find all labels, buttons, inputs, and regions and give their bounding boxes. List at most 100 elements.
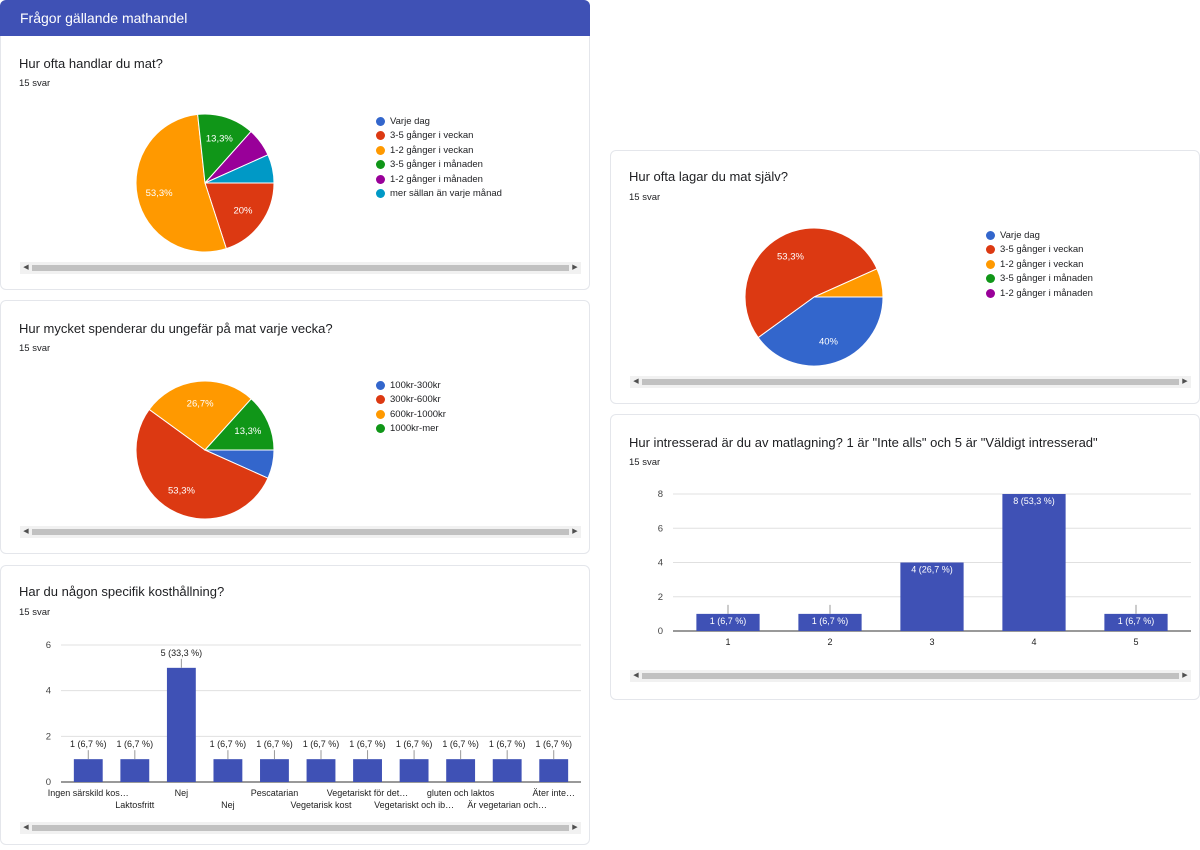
response-count: 15 svar: [629, 192, 661, 203]
legend-label: 1-2 gånger i månaden: [1000, 287, 1093, 299]
legend-item[interactable]: 3-5 gånger i månaden: [376, 158, 502, 173]
bar[interactable]: [166, 667, 196, 782]
bar[interactable]: [260, 759, 289, 782]
scroll-thumb[interactable]: [32, 265, 569, 271]
legend-item[interactable]: 3-5 gånger i veckan: [986, 243, 1093, 258]
bar[interactable]: [213, 759, 243, 782]
form-title: Frågor gällande mathandel: [20, 10, 188, 26]
y-tick-label: 2: [46, 731, 51, 742]
legend-dot-icon: [986, 245, 995, 255]
x-category-label: Vegetariskt för det…: [327, 788, 409, 798]
horizontal-scrollbar[interactable]: ◀ ▶: [20, 262, 581, 274]
scroll-thumb[interactable]: [32, 825, 569, 831]
bar[interactable]: [353, 759, 382, 782]
x-category-label: Vegetariskt och ib…: [374, 800, 454, 810]
legend-item[interactable]: 600kr-1000kr: [376, 407, 446, 422]
pie-slice[interactable]: [197, 113, 252, 185]
scroll-right-icon[interactable]: ▶: [572, 528, 578, 535]
legend-item[interactable]: 1-2 gånger i månaden: [376, 172, 502, 187]
pie-slice[interactable]: [203, 398, 275, 451]
legend-dot-icon: [986, 230, 995, 240]
bar[interactable]: [1002, 494, 1066, 631]
chart-legend: 100kr-300kr 300kr-600kr 600kr-1000kr 1000kr…: [376, 378, 446, 436]
pie-chart-weekly-spending: 53,3% 26,7% 13,3%: [135, 380, 275, 520]
scroll-left-icon[interactable]: ◀: [23, 824, 29, 831]
legend-label: 1-2 gånger i veckan: [1000, 258, 1084, 270]
bar[interactable]: [539, 759, 569, 782]
question-title: Har du någon specifik kosthållning?: [19, 584, 225, 599]
scroll-right-icon[interactable]: ▶: [572, 824, 578, 831]
scroll-left-icon[interactable]: ◀: [633, 378, 639, 385]
legend-item[interactable]: 1-2 gånger i månaden: [986, 286, 1093, 301]
legend-label: 300kr-600kr: [390, 394, 441, 406]
scroll-right-icon[interactable]: ▶: [1182, 672, 1188, 679]
bar-value-label: 1 (6,7 %): [210, 739, 247, 749]
legend-dot-icon: [376, 424, 385, 434]
horizontal-scrollbar[interactable]: ◀ ▶: [20, 822, 581, 834]
card-cooking-frequency: Hur ofta lagar du mat själv? 15 svar 40%…: [610, 150, 1200, 404]
legend-label: 1000kr-mer: [390, 423, 439, 435]
bar[interactable]: [306, 759, 336, 782]
scroll-right-icon[interactable]: ▶: [1182, 378, 1188, 385]
legend-dot-icon: [986, 259, 995, 269]
legend-item[interactable]: Varje dag: [986, 228, 1093, 243]
horizontal-scrollbar[interactable]: ◀ ▶: [20, 526, 581, 538]
bar-value-label: 1 (6,7 %): [349, 739, 386, 749]
y-tick-label: 2: [658, 592, 663, 603]
pie-slice[interactable]: [757, 296, 884, 367]
legend-dot-icon: [376, 174, 385, 184]
bar[interactable]: [696, 613, 760, 631]
pie-slice[interactable]: [148, 380, 252, 451]
legend-dot-icon: [376, 189, 385, 199]
bar[interactable]: [120, 759, 150, 782]
scroll-thumb[interactable]: [32, 529, 569, 535]
pie-slice[interactable]: [744, 227, 878, 339]
scroll-left-icon[interactable]: ◀: [633, 672, 639, 679]
legend-label: 100kr-300kr: [390, 379, 441, 391]
pie-slice[interactable]: [813, 268, 884, 298]
bar[interactable]: [492, 759, 522, 782]
slice-label: 13,3%: [206, 133, 233, 144]
legend-item[interactable]: Varje dag: [376, 114, 502, 129]
legend-item[interactable]: mer sällan än varje månad: [376, 187, 502, 202]
bar-value-label: 1 (6,7 %): [117, 739, 154, 749]
bar[interactable]: [798, 613, 862, 631]
scroll-thumb[interactable]: [642, 673, 1179, 679]
pie-slice[interactable]: [204, 154, 275, 184]
scroll-right-icon[interactable]: ▶: [572, 264, 578, 271]
y-tick-label: 4: [658, 558, 663, 569]
horizontal-scrollbar[interactable]: ◀ ▶: [630, 376, 1191, 388]
form-header: Frågor gällande mathandel: [0, 0, 590, 36]
pie-slice[interactable]: [135, 408, 269, 520]
legend-label: 600kr-1000kr: [390, 408, 446, 420]
x-category-label: 2: [827, 637, 832, 647]
scroll-left-icon[interactable]: ◀: [23, 264, 29, 271]
bar[interactable]: [1104, 613, 1168, 631]
question-title: Hur intresserad är du av matlagning? 1 ä…: [629, 435, 1098, 450]
legend-dot-icon: [376, 116, 385, 126]
bar[interactable]: [73, 759, 103, 782]
slice-label: 53,3%: [777, 251, 804, 262]
legend-label: 3-5 gånger i veckan: [1000, 244, 1084, 256]
legend-item[interactable]: 1-2 gånger i veckan: [986, 257, 1093, 272]
scroll-left-icon[interactable]: ◀: [23, 528, 29, 535]
legend-item[interactable]: 1-2 gånger i veckan: [376, 143, 502, 158]
bar[interactable]: [900, 562, 964, 632]
horizontal-scrollbar[interactable]: ◀ ▶: [630, 670, 1191, 682]
x-category-label: Äter inte…: [532, 788, 575, 798]
legend-item[interactable]: 1000kr-mer: [376, 422, 446, 437]
legend-label: 3-5 gånger i månaden: [1000, 273, 1093, 285]
response-count: 15 svar: [19, 343, 51, 354]
legend-item[interactable]: 100kr-300kr: [376, 378, 446, 393]
bar[interactable]: [399, 759, 429, 782]
legend-item[interactable]: 300kr-600kr: [376, 393, 446, 408]
legend-label: 3-5 gånger i veckan: [390, 130, 474, 142]
legend-item[interactable]: 3-5 gånger i veckan: [376, 129, 502, 144]
pie-slice[interactable]: [204, 182, 275, 250]
scroll-thumb[interactable]: [642, 379, 1179, 385]
legend-item[interactable]: 3-5 gånger i månaden: [986, 272, 1093, 287]
pie-slice[interactable]: [135, 113, 227, 253]
bar[interactable]: [446, 759, 476, 782]
legend-dot-icon: [986, 274, 995, 284]
card-shopping-frequency: Hur ofta handlar du mat? 15 svar 20% 53,3…: [0, 36, 590, 290]
